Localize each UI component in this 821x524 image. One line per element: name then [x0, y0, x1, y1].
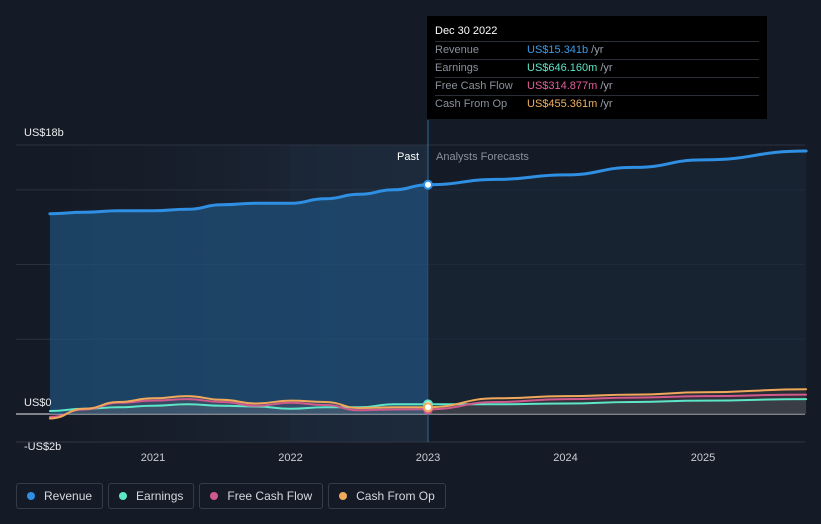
tooltip-label: Free Cash Flow: [435, 80, 513, 92]
tooltip-row-revenue: Revenue US$15.341b /yr: [435, 41, 759, 59]
legend-label: Free Cash Flow: [227, 489, 313, 503]
tooltip-label: Cash From Op: [435, 98, 508, 110]
tooltip-label: Revenue: [435, 44, 480, 56]
legend-label: Revenue: [44, 489, 93, 503]
revenue-forecast-area: [428, 151, 807, 414]
tooltip-row-free-cash-flow: Free Cash Flow US$314.877m /yr: [435, 77, 759, 95]
legend-label: Earnings: [136, 489, 184, 503]
x-tick-label: 2022: [278, 452, 302, 464]
legend-dot-icon: [210, 492, 219, 500]
tooltip-value: US$455.361m: [527, 98, 598, 110]
revenue-marker: [423, 179, 433, 190]
legend-dot-icon: [119, 492, 128, 500]
chart-legend: Revenue Earnings Free Cash Flow Cash Fro…: [16, 483, 446, 509]
legend-item-cash-from-op[interactable]: Cash From Op: [328, 483, 446, 509]
x-tick-label: 2025: [691, 452, 715, 464]
revenue-area: [49, 184, 429, 414]
tooltip-value: US$646.160m: [527, 62, 598, 74]
forecast-label: Analysts Forecasts: [436, 151, 529, 163]
free-cash-flow-area: [49, 394, 807, 417]
data-tooltip: Dec 30 2022 Revenue US$15.341b /yr Earni…: [427, 16, 767, 119]
tooltip-date: Dec 30 2022: [435, 25, 498, 37]
tooltip-unit: /yr: [591, 44, 604, 56]
x-tick-label: 2024: [553, 452, 577, 464]
legend-item-revenue[interactable]: Revenue: [16, 483, 104, 509]
legend-dot-icon: [27, 492, 35, 500]
past-label: Past: [397, 151, 419, 163]
tooltip-unit: /yr: [600, 62, 613, 74]
cash-from-op-line: [48, 388, 808, 420]
tooltip-row-cash-from-op: Cash From Op US$455.361m /yr: [435, 95, 759, 113]
y-tick-label: US$18b: [24, 127, 64, 139]
y-tick-label: -US$2b: [24, 441, 61, 453]
legend-label: Cash From Op: [356, 489, 435, 503]
free-cash-flow-line: [48, 393, 808, 418]
legend-dot-icon: [339, 492, 348, 500]
tooltip-label: Earnings: [435, 62, 479, 74]
x-tick-label: 2021: [141, 452, 165, 464]
cash-from-op-marker: [423, 402, 433, 413]
x-tick-label: 2023: [416, 452, 440, 464]
tooltip-unit: /yr: [600, 98, 613, 110]
tooltip-value: US$314.877m: [527, 80, 598, 92]
tooltip-unit: /yr: [600, 80, 613, 92]
tooltip-value: US$15.341b: [527, 44, 589, 56]
tooltip-row-earnings: Earnings US$646.160m /yr: [435, 59, 759, 77]
cash-from-op-area: [49, 389, 807, 419]
y-tick-label: US$0: [24, 397, 52, 409]
legend-item-free-cash-flow[interactable]: Free Cash Flow: [199, 483, 324, 509]
revenue-line: [48, 149, 808, 216]
legend-item-earnings[interactable]: Earnings: [108, 483, 195, 509]
